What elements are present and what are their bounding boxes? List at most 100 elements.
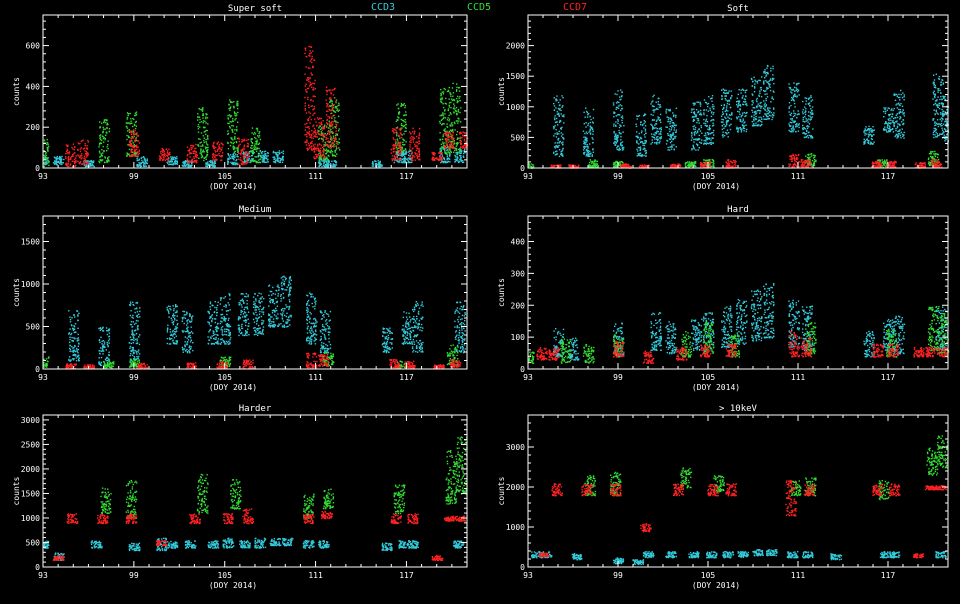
data-point (442, 156, 443, 157)
data-point (58, 158, 59, 159)
data-point (135, 156, 136, 157)
data-point (187, 155, 188, 156)
data-point (75, 160, 76, 161)
data-point (765, 80, 766, 81)
data-point (645, 130, 646, 131)
data-point (586, 146, 587, 147)
data-point (106, 150, 107, 151)
data-point (651, 133, 652, 134)
data-point (84, 156, 85, 157)
data-point (660, 134, 661, 135)
data-point (84, 164, 85, 165)
data-point (404, 160, 405, 161)
data-point (404, 103, 405, 104)
data-point (791, 92, 792, 93)
data-point (306, 66, 307, 67)
data-point (189, 150, 190, 151)
data-point (130, 121, 131, 122)
data-point (329, 118, 330, 119)
data-point (273, 161, 274, 162)
data-point (321, 122, 322, 123)
data-point (239, 144, 240, 145)
data-point (671, 148, 672, 149)
data-point (798, 113, 799, 114)
data-point (940, 119, 941, 120)
data-point (334, 138, 335, 139)
data-point (410, 137, 411, 138)
data-point (773, 83, 774, 84)
data-point (559, 104, 560, 105)
data-point (138, 154, 139, 155)
data-point (806, 131, 807, 132)
data-point (453, 107, 454, 108)
data-point (313, 146, 314, 147)
data-point (562, 115, 563, 116)
data-point (723, 113, 724, 114)
data-point (620, 110, 621, 111)
data-point (940, 84, 941, 85)
data-point (440, 115, 441, 116)
data-point (554, 105, 555, 106)
data-point (639, 150, 640, 151)
data-point (904, 115, 905, 116)
data-point (943, 82, 944, 83)
data-point (899, 129, 900, 130)
data-point (323, 134, 324, 135)
data-point (189, 149, 190, 150)
data-point (251, 132, 252, 133)
data-point (554, 119, 555, 120)
data-point (889, 123, 890, 124)
data-point (103, 146, 104, 147)
data-point (583, 149, 584, 150)
data-point (228, 154, 229, 155)
data-point (227, 115, 228, 116)
data-point (616, 115, 617, 116)
data-point (453, 92, 454, 93)
data-point (622, 147, 623, 148)
data-point (396, 121, 397, 122)
data-point (263, 158, 264, 159)
data-point (619, 127, 620, 128)
data-point (335, 152, 336, 153)
data-point (461, 137, 462, 138)
data-point (326, 160, 327, 161)
data-point (871, 136, 872, 137)
data-point (200, 151, 201, 152)
data-point (205, 117, 206, 118)
data-point (75, 157, 76, 158)
data-point (260, 155, 261, 156)
data-point (898, 109, 899, 110)
data-point (434, 158, 435, 159)
data-point (248, 139, 249, 140)
data-point (134, 151, 135, 152)
data-point (805, 114, 806, 115)
data-point (704, 135, 705, 136)
data-point (706, 115, 707, 116)
data-point (583, 137, 584, 138)
data-point (378, 160, 379, 161)
data-point (692, 116, 693, 117)
data-point (137, 140, 138, 141)
data-point (755, 119, 756, 120)
data-point (136, 164, 137, 165)
data-point (147, 160, 148, 161)
data-point (661, 127, 662, 128)
data-point (101, 123, 102, 124)
data-point (460, 133, 461, 134)
data-point (707, 132, 708, 133)
data-point (450, 96, 451, 97)
data-point (899, 125, 900, 126)
data-point (134, 155, 135, 156)
data-point (792, 131, 793, 132)
data-point (47, 142, 48, 143)
data-point (802, 125, 803, 126)
data-point (279, 150, 280, 151)
data-point (731, 95, 732, 96)
data-point (897, 131, 898, 132)
data-point (638, 155, 639, 156)
data-point (331, 138, 332, 139)
data-point (793, 128, 794, 129)
data-point (328, 151, 329, 152)
data-point (934, 128, 935, 129)
data-point (807, 119, 808, 120)
